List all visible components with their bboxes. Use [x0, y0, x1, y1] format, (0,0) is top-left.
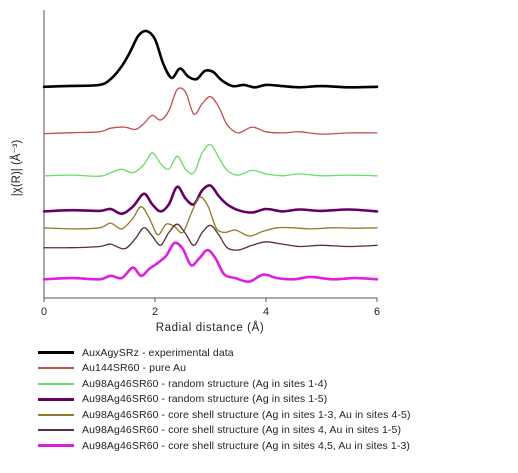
series-line-1 [42, 29, 379, 89]
legend-label: Au98Ag46SR60 - core shell structure (Ag … [82, 424, 402, 437]
x-tick-label: 4 [263, 306, 269, 318]
series-line-2 [43, 87, 378, 135]
legend-label: AuxAgySRz - experimental data [82, 346, 234, 359]
legend-item: AuxAgySRz - experimental data [38, 345, 411, 361]
legend-label: Au98Ag46SR60 - core shell structure (Ag … [82, 439, 410, 452]
series-line-5 [43, 196, 378, 237]
axes [43, 10, 377, 299]
legend-item: Au98Ag46SR60 - random structure (Ag in s… [38, 392, 411, 408]
x-axis-label: Radial distance (Å) [156, 321, 265, 334]
legend-item: Au98Ag46SR60 - random structure (Ag in s… [38, 376, 411, 392]
x-tick-label: 2 [152, 306, 158, 318]
legend-swatch [38, 397, 74, 401]
legend-swatch [38, 429, 74, 432]
legend-swatch [38, 382, 74, 385]
series-line-7 [42, 241, 379, 283]
legend-swatch [38, 444, 74, 448]
legend-label: Au98Ag46SR60 - core shell structure (Ag … [82, 408, 411, 421]
x-tick-label: 0 [41, 306, 47, 318]
legend-item: Au98Ag46SR60 - core shell structure (Ag … [38, 423, 411, 439]
legend-swatch [38, 413, 74, 416]
chart-plot: 0 2 4 6 Radial distance (Å) |χ(R)| (Å⁻³) [10, 10, 380, 334]
x-tick-label: 6 [374, 306, 380, 318]
legend-swatch [38, 351, 74, 355]
legend-item: Au98Ag46SR60 - core shell structure (Ag … [38, 407, 411, 423]
legend-item: Au144SR60 - pure Au [38, 361, 411, 377]
series-layer [42, 29, 379, 283]
legend-swatch [38, 367, 74, 370]
legend-item: Au98Ag46SR60 - core shell structure (Ag … [38, 438, 411, 454]
legend-label: Au144SR60 - pure Au [82, 362, 187, 375]
legend-label: Au98Ag46SR60 - random structure (Ag in s… [82, 393, 328, 406]
legend: AuxAgySRz - experimental data Au144SR60 -… [38, 345, 411, 454]
tick-labels: 0 2 4 6 [41, 298, 380, 318]
series-line-4 [42, 184, 379, 215]
y-axis-label: |χ(R)| (Å⁻³) [10, 140, 23, 197]
series-line-3 [43, 143, 378, 177]
series-line-6 [43, 223, 378, 251]
legend-label: Au98Ag46SR60 - random structure (Ag in s… [82, 377, 328, 390]
